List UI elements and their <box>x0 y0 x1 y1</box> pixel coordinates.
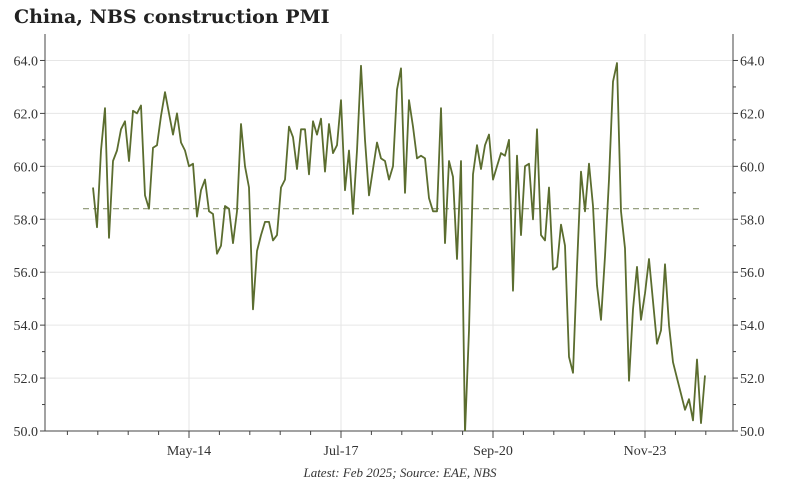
pmi-series-line <box>92 62 706 431</box>
x-tick-label: May-14 <box>167 444 211 459</box>
y-tick-label-right: 62.0 <box>740 107 765 122</box>
y-tick-label-left: 54.0 <box>14 319 39 334</box>
y-tick-label-left: 64.0 <box>14 54 39 69</box>
y-tick-label-right: 50.0 <box>740 425 765 440</box>
y-tick-label-right: 64.0 <box>740 54 765 69</box>
y-tick-label-right: 52.0 <box>740 372 765 387</box>
y-tick-label-left: 52.0 <box>14 372 39 387</box>
x-tick-label: Nov-23 <box>624 444 667 459</box>
y-tick-label-right: 54.0 <box>740 319 765 334</box>
y-tick-label-right: 56.0 <box>740 266 765 281</box>
x-tick-label: Sep-20 <box>473 444 513 459</box>
chart-footnote: Latest: Feb 2025; Source: EAE, NBS <box>303 465 497 480</box>
y-tick-label-left: 50.0 <box>14 425 39 440</box>
y-tick-label-left: 56.0 <box>14 266 39 281</box>
y-tick-label-right: 60.0 <box>740 160 765 175</box>
chart-title: China, NBS construction PMI <box>14 6 330 28</box>
y-tick-label-left: 58.0 <box>14 213 39 228</box>
x-tick-label: Jul-17 <box>324 444 359 459</box>
y-tick-label-right: 58.0 <box>740 213 765 228</box>
y-tick-label-left: 60.0 <box>14 160 39 175</box>
y-tick-label-left: 62.0 <box>14 107 39 122</box>
